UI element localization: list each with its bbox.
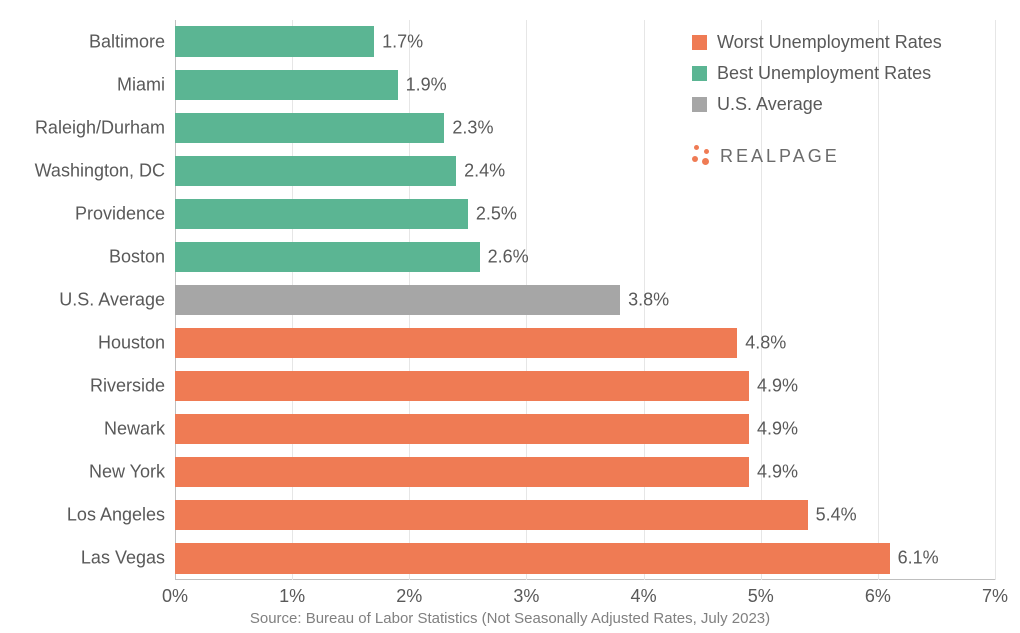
bar-value-label: 4.8%	[745, 333, 786, 354]
bar-row: 2.5%	[175, 199, 995, 229]
bar	[175, 199, 468, 229]
legend: Worst Unemployment Rates Best Unemployme…	[692, 32, 942, 125]
bar	[175, 70, 398, 100]
bar	[175, 500, 808, 530]
bar	[175, 113, 444, 143]
brand-logo: REALPAGE	[692, 145, 840, 167]
unemployment-chart: 1.7% 1.9% 2.3% 2.4% 2.5% 2.6% 3.8% 4.8% 4.9% 4.9%…	[0, 0, 1020, 633]
bar-value-label: 1.7%	[382, 31, 423, 52]
bar-value-label: 6.1%	[898, 548, 939, 569]
category-label: Riverside	[90, 376, 165, 397]
category-label: Houston	[98, 333, 165, 354]
bar-row: 3.8%	[175, 285, 995, 315]
legend-label: U.S. Average	[717, 94, 823, 115]
bar	[175, 328, 737, 358]
category-label: Miami	[117, 74, 165, 95]
bar-value-label: 4.9%	[757, 376, 798, 397]
bar	[175, 457, 749, 487]
gridline	[995, 20, 996, 580]
category-label: Newark	[104, 419, 165, 440]
x-tick-label: 0%	[162, 586, 188, 607]
bar-value-label: 2.6%	[488, 246, 529, 267]
x-axis-line	[175, 579, 995, 580]
bar-value-label: 4.9%	[757, 462, 798, 483]
category-label: Boston	[109, 246, 165, 267]
legend-item-avg: U.S. Average	[692, 94, 942, 115]
bar-row: 4.9%	[175, 457, 995, 487]
x-tick-label: 2%	[396, 586, 422, 607]
legend-label: Best Unemployment Rates	[717, 63, 931, 84]
bar-row: 6.1%	[175, 543, 995, 573]
x-tick-label: 7%	[982, 586, 1008, 607]
bar-value-label: 4.9%	[757, 419, 798, 440]
bar	[175, 26, 374, 56]
legend-swatch	[692, 97, 707, 112]
category-label: Las Vegas	[81, 548, 165, 569]
x-tick-label: 5%	[748, 586, 774, 607]
brand-text: REALPAGE	[720, 146, 840, 167]
bar	[175, 371, 749, 401]
brand-dots-icon	[692, 145, 714, 167]
bar-value-label: 2.4%	[464, 160, 505, 181]
bar	[175, 414, 749, 444]
x-tick-label: 4%	[631, 586, 657, 607]
category-label: Raleigh/Durham	[35, 117, 165, 138]
source-note: Source: Bureau of Labor Statistics (Not …	[0, 610, 1020, 627]
category-label: Providence	[75, 203, 165, 224]
x-tick-label: 1%	[279, 586, 305, 607]
bar-row: 5.4%	[175, 500, 995, 530]
x-tick-label: 3%	[513, 586, 539, 607]
bar-row: 4.9%	[175, 371, 995, 401]
bar	[175, 156, 456, 186]
category-label: New York	[89, 462, 165, 483]
bar-value-label: 2.5%	[476, 203, 517, 224]
category-label: U.S. Average	[59, 290, 165, 311]
bar-value-label: 3.8%	[628, 289, 669, 310]
legend-item-best: Best Unemployment Rates	[692, 63, 942, 84]
category-label: Los Angeles	[67, 505, 165, 526]
category-label: Washington, DC	[35, 160, 165, 181]
bar-value-label: 2.3%	[452, 117, 493, 138]
legend-label: Worst Unemployment Rates	[717, 32, 942, 53]
legend-swatch	[692, 35, 707, 50]
bar-row: 2.6%	[175, 242, 995, 272]
legend-item-worst: Worst Unemployment Rates	[692, 32, 942, 53]
bar-value-label: 1.9%	[406, 74, 447, 95]
x-tick-label: 6%	[865, 586, 891, 607]
legend-swatch	[692, 66, 707, 81]
bar	[175, 543, 890, 573]
bar	[175, 285, 620, 315]
bar-row: 2.4%	[175, 156, 995, 186]
bar-row: 4.8%	[175, 328, 995, 358]
bar	[175, 242, 480, 272]
category-label: Baltimore	[89, 31, 165, 52]
bar-value-label: 5.4%	[816, 505, 857, 526]
bar-row: 4.9%	[175, 414, 995, 444]
